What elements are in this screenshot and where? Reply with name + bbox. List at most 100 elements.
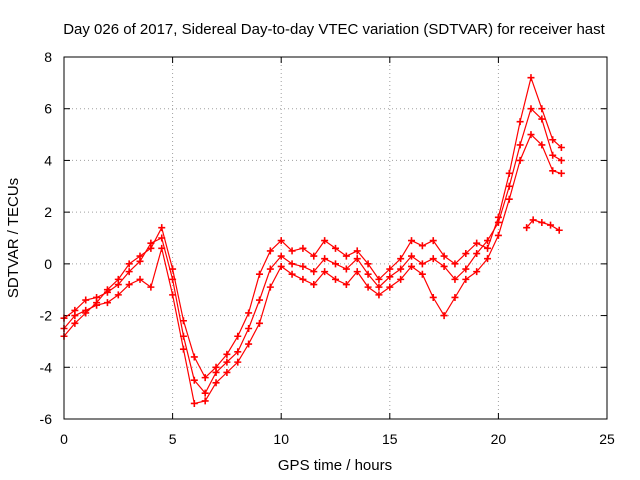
data-point [462, 250, 470, 258]
data-point [190, 353, 198, 361]
data-point [484, 255, 492, 263]
x-tick-label: 5 [169, 431, 177, 447]
data-point [201, 389, 209, 397]
data-point [321, 268, 329, 276]
data-point [288, 247, 296, 255]
data-point [103, 299, 111, 307]
data-point [538, 141, 546, 149]
data-point [114, 291, 122, 299]
data-point [494, 218, 502, 226]
data-point [179, 345, 187, 353]
data-point [342, 252, 350, 260]
data-point [245, 340, 253, 348]
data-point [451, 275, 459, 283]
data-point [429, 293, 437, 301]
data-point [429, 237, 437, 245]
data-point [494, 231, 502, 239]
series-line [63, 134, 562, 405]
data-point [418, 260, 426, 268]
data-point [299, 262, 307, 270]
y-axis-label: SDTVAR / TECUs [5, 178, 22, 298]
data-point [277, 252, 285, 260]
data-point [353, 247, 361, 255]
y-tick-label: 8 [44, 49, 52, 65]
data-point [169, 291, 177, 299]
data-point [386, 283, 394, 291]
data-point [473, 268, 481, 276]
data-point [557, 144, 565, 151]
data-point [549, 167, 557, 175]
data-point [266, 247, 274, 255]
data-point [332, 244, 339, 252]
data-point [223, 358, 231, 366]
y-tick-label: 0 [44, 256, 52, 272]
data-point [527, 105, 535, 113]
data-point [158, 234, 166, 242]
y-tick-label: -4 [40, 359, 53, 375]
data-point [332, 260, 339, 268]
data-point [245, 325, 253, 332]
data-point [158, 224, 166, 232]
data-point [353, 268, 361, 276]
y-tick-label: 4 [44, 152, 52, 168]
data-point [440, 312, 448, 320]
data-point [505, 169, 513, 177]
data-point [375, 291, 383, 299]
data-point [364, 270, 372, 278]
x-tick-label: 10 [273, 431, 289, 447]
data-point [277, 237, 285, 245]
data-point [549, 151, 557, 159]
data-point [527, 131, 535, 139]
series-track-2 [60, 105, 565, 397]
data-point [484, 244, 492, 252]
data-point [190, 376, 198, 384]
chart-title: Day 026 of 2017, Sidereal Day-to-day VTE… [63, 21, 605, 38]
data-point [538, 115, 546, 123]
data-point [299, 275, 307, 283]
data-point [136, 257, 144, 265]
grid [64, 57, 607, 419]
data-point [516, 118, 524, 126]
data-point [255, 270, 263, 278]
data-point [418, 242, 426, 250]
data-point [125, 281, 133, 289]
data-point [212, 379, 220, 387]
data-series [60, 74, 565, 407]
data-point [397, 265, 405, 273]
data-point [277, 262, 285, 270]
data-point [125, 268, 133, 276]
series-track-4 [523, 216, 563, 234]
data-point [147, 283, 155, 291]
data-point [71, 312, 79, 320]
data-point [245, 309, 253, 317]
data-point [353, 255, 361, 263]
data-point [473, 250, 481, 258]
data-point [201, 397, 209, 405]
data-point [473, 239, 481, 247]
data-point [125, 260, 133, 268]
data-point [557, 169, 565, 177]
data-point [440, 252, 448, 260]
data-point [451, 260, 459, 268]
data-point [114, 281, 122, 289]
data-point [234, 332, 242, 340]
data-point [364, 283, 372, 291]
data-point [136, 275, 144, 283]
data-point [310, 268, 318, 276]
data-point [310, 281, 318, 289]
y-tick-labels: -6 -4 -2 0 2 4 6 8 [40, 49, 607, 427]
x-tick-label: 25 [599, 431, 615, 447]
data-point [288, 260, 296, 268]
data-point [505, 182, 513, 190]
data-point [147, 239, 155, 247]
data-point [555, 226, 563, 234]
data-point [375, 275, 383, 283]
plot-frame [63, 56, 608, 420]
data-point [255, 319, 263, 327]
data-point [299, 244, 307, 252]
data-point [547, 221, 555, 229]
data-point [397, 255, 405, 263]
data-point [397, 275, 405, 283]
data-point [93, 293, 101, 301]
